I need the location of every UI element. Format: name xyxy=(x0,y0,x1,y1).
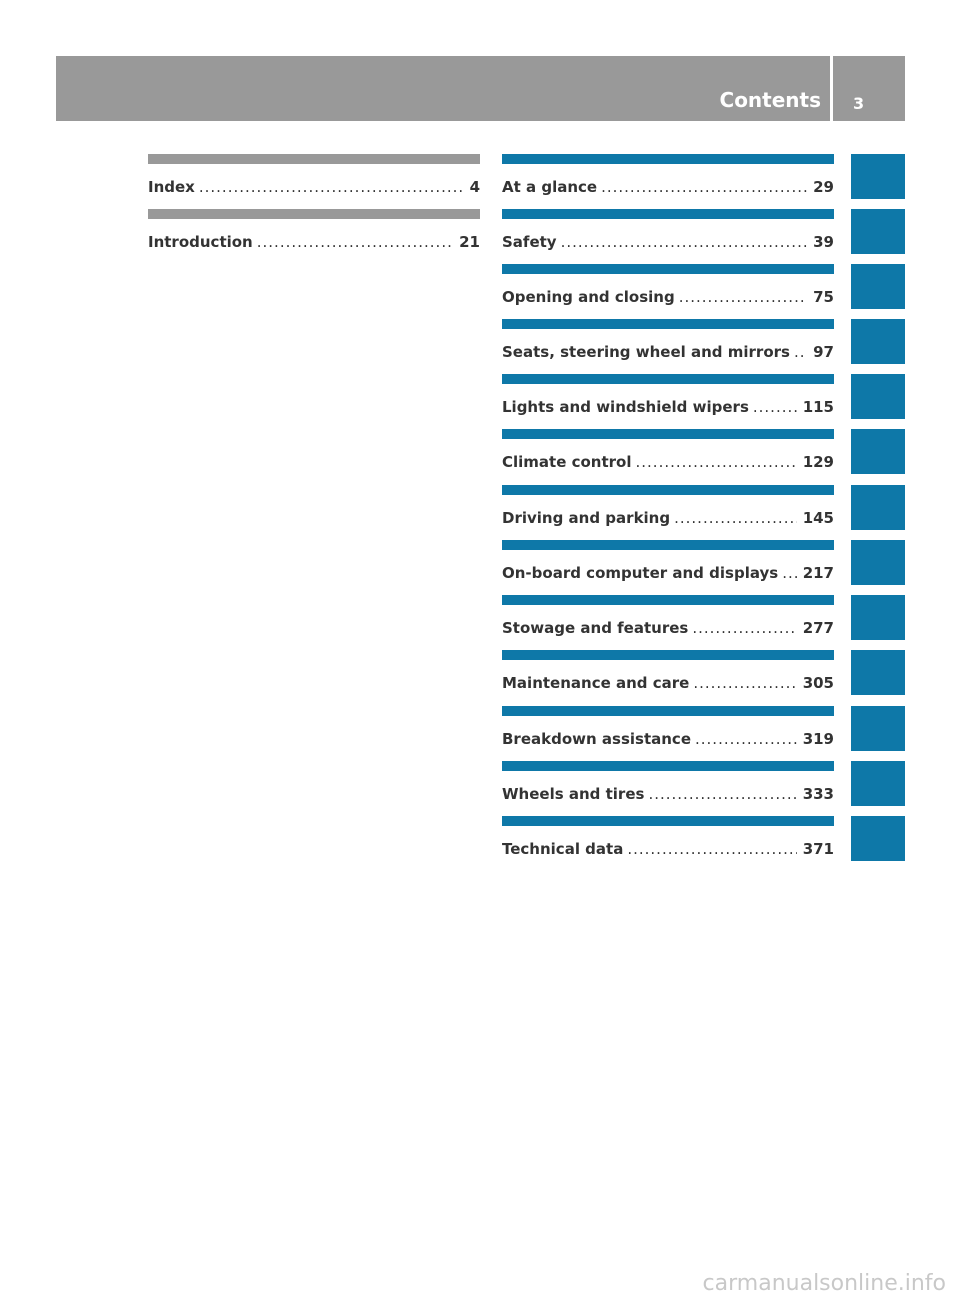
leader-dots xyxy=(794,343,807,361)
toc-page-number: 75 xyxy=(813,288,834,306)
section-bar xyxy=(502,540,834,550)
toc-entry-at-a-glance[interactable]: At a glance 29 xyxy=(502,154,834,204)
section-tab[interactable] xyxy=(851,540,905,585)
leader-dots xyxy=(693,674,796,692)
section-tab[interactable] xyxy=(851,209,905,254)
section-tab[interactable] xyxy=(851,816,905,861)
toc-label: Index xyxy=(148,178,195,196)
section-tab[interactable] xyxy=(851,595,905,640)
section-bar xyxy=(502,154,834,164)
section-tab[interactable] xyxy=(851,485,905,530)
section-tab[interactable] xyxy=(851,264,905,309)
section-bar xyxy=(502,650,834,660)
leader-dots xyxy=(753,398,797,416)
leader-dots xyxy=(782,564,796,582)
toc-entry-index[interactable]: Index 4 xyxy=(148,154,480,204)
section-tab[interactable] xyxy=(851,319,905,364)
page-title: Contents xyxy=(719,88,821,112)
toc-label: Wheels and tires xyxy=(502,785,645,803)
toc-entry-lights-wipers[interactable]: Lights and windshield wipers 115 xyxy=(502,374,834,424)
leader-dots xyxy=(257,233,453,251)
toc-entry-climate-control[interactable]: Climate control 129 xyxy=(502,429,834,479)
section-bar xyxy=(148,154,480,164)
toc-page-number: 217 xyxy=(802,564,834,582)
section-bar xyxy=(502,595,834,605)
toc-page-number: 333 xyxy=(802,785,834,803)
header-divider xyxy=(830,56,833,121)
toc-label: At a glance xyxy=(502,178,598,196)
toc-label: Breakdown assistance xyxy=(502,730,691,748)
toc-page-number: 39 xyxy=(813,233,834,251)
section-tab[interactable] xyxy=(851,650,905,695)
toc-entry-driving-parking[interactable]: Driving and parking 145 xyxy=(502,485,834,535)
leader-dots xyxy=(601,178,807,196)
toc-page-number: 129 xyxy=(802,453,834,471)
toc-label: Stowage and features xyxy=(502,619,689,637)
toc-label: Introduction xyxy=(148,233,253,251)
section-tab[interactable] xyxy=(851,761,905,806)
toc-entry-technical-data[interactable]: Technical data 371 xyxy=(502,816,834,866)
section-bar xyxy=(502,485,834,495)
toc-label: Climate control xyxy=(502,453,632,471)
toc-page-number: 145 xyxy=(802,509,834,527)
leader-dots xyxy=(561,233,808,251)
section-bar xyxy=(502,816,834,826)
toc-entry-breakdown-assistance[interactable]: Breakdown assistance 319 xyxy=(502,706,834,756)
section-bar xyxy=(502,761,834,771)
leader-dots xyxy=(695,730,797,748)
toc-label: Seats, steering wheel and mirrors xyxy=(502,343,790,361)
toc-label: Lights and windshield wipers xyxy=(502,398,749,416)
section-bar xyxy=(502,209,834,219)
toc-entry-opening-and-closing[interactable]: Opening and closing 75 xyxy=(502,264,834,314)
page-number: 3 xyxy=(853,94,865,113)
leader-dots xyxy=(648,785,796,803)
toc-label: Maintenance and care xyxy=(502,674,690,692)
toc-page-number: 21 xyxy=(459,233,480,251)
toc-entry-safety[interactable]: Safety 39 xyxy=(502,209,834,259)
toc-entry-onboard-computer[interactable]: On-board computer and displays 217 xyxy=(502,540,834,590)
page-header: Contents 3 xyxy=(56,56,905,121)
section-bar xyxy=(148,209,480,219)
section-tab[interactable] xyxy=(851,154,905,199)
toc-label: Safety xyxy=(502,233,557,251)
toc-page-number: 277 xyxy=(802,619,834,637)
section-tab[interactable] xyxy=(851,374,905,419)
section-tab[interactable] xyxy=(851,429,905,474)
toc-page-number: 97 xyxy=(813,343,834,361)
toc-label: Technical data xyxy=(502,840,624,858)
leader-dots xyxy=(627,840,796,858)
toc-entry-wheels-tires[interactable]: Wheels and tires 333 xyxy=(502,761,834,811)
leader-dots xyxy=(692,619,796,637)
leader-dots xyxy=(679,288,807,306)
leader-dots xyxy=(674,509,797,527)
toc-page-number: 371 xyxy=(802,840,834,858)
toc-page-number: 305 xyxy=(802,674,834,692)
section-bar xyxy=(502,264,834,274)
leader-dots xyxy=(199,178,464,196)
section-bar xyxy=(502,706,834,716)
section-tab[interactable] xyxy=(851,706,905,751)
section-bar xyxy=(502,374,834,384)
toc-page-number: 319 xyxy=(802,730,834,748)
toc-page-number: 4 xyxy=(469,178,480,196)
section-bar xyxy=(502,319,834,329)
toc-entry-stowage-features[interactable]: Stowage and features 277 xyxy=(502,595,834,645)
watermark: carmanualsonline.info xyxy=(702,1271,946,1296)
section-bar xyxy=(502,429,834,439)
toc-entry-maintenance-care[interactable]: Maintenance and care 305 xyxy=(502,650,834,700)
toc-label: On-board computer and displays xyxy=(502,564,779,582)
toc-label: Driving and parking xyxy=(502,509,671,527)
leader-dots xyxy=(636,453,797,471)
toc-page-number: 115 xyxy=(802,398,834,416)
toc-page-number: 29 xyxy=(813,178,834,196)
toc-label: Opening and closing xyxy=(502,288,675,306)
toc-entry-seats-steering-mirrors[interactable]: Seats, steering wheel and mirrors 97 xyxy=(502,319,834,369)
toc-entry-introduction[interactable]: Introduction 21 xyxy=(148,209,480,259)
